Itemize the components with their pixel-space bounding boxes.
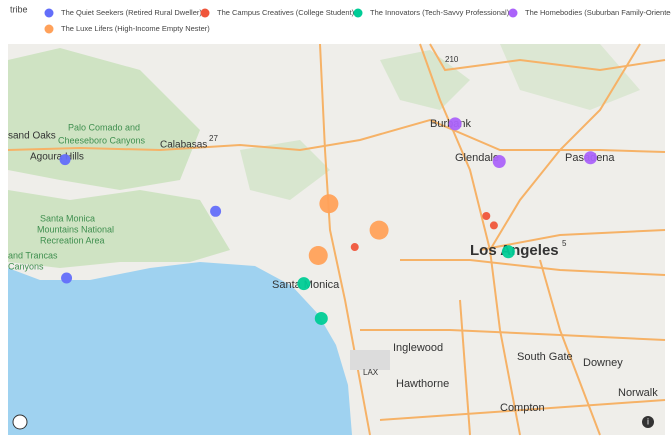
- legend-label: The Campus Creatives (College Student): [217, 8, 355, 17]
- place-label: 5: [562, 239, 567, 248]
- place-label: sand Oaks: [8, 131, 56, 142]
- place-label: 210: [445, 55, 459, 64]
- place-label: Santa Monica: [40, 213, 95, 223]
- map-point: [482, 212, 491, 221]
- map-point: [492, 154, 506, 168]
- place-label: Calabasas: [160, 140, 207, 151]
- place-label: 27: [209, 134, 218, 143]
- legend-label: The Quiet Seekers (Retired Rural Dweller…: [61, 8, 202, 17]
- mapbox-logo[interactable]: [12, 414, 28, 430]
- legend-marker: [508, 8, 518, 18]
- map-point: [59, 154, 71, 166]
- info-button[interactable]: [642, 416, 654, 428]
- place-label: Downey: [583, 357, 623, 369]
- map-point: [61, 272, 73, 284]
- map-point: [297, 277, 311, 291]
- legend-title: tribe: [10, 4, 28, 14]
- map-point: [350, 243, 359, 252]
- place-label: South Gate: [517, 351, 573, 363]
- parks: [8, 44, 640, 268]
- map-point: [448, 117, 462, 131]
- map-point: [489, 221, 498, 230]
- legend-marker: [200, 8, 210, 18]
- place-label: Canyons: [8, 261, 44, 271]
- place-label: Agoura Hills: [30, 152, 84, 163]
- legend-marker: [44, 8, 54, 18]
- legend-marker: [44, 24, 54, 34]
- map-point: [314, 311, 328, 325]
- place-label: Compton: [500, 402, 545, 414]
- map-point: [369, 220, 389, 240]
- place-label: Mountains National: [37, 224, 114, 234]
- legend-label: The Luxe Lifers (High-Income Empty Neste…: [61, 24, 210, 33]
- map: [7, 43, 666, 436]
- place-label: Palo Comado and: [68, 122, 140, 132]
- place-label: LAX: [363, 368, 379, 377]
- info-icon: i: [647, 416, 649, 426]
- map-point: [583, 151, 597, 165]
- airport: [350, 350, 390, 370]
- roads: [7, 43, 666, 436]
- map-point: [308, 245, 328, 265]
- place-label: Hawthorne: [396, 378, 449, 390]
- map-point: [210, 205, 222, 217]
- legend-label: The Innovators (Tech-Savvy Professional): [370, 8, 510, 17]
- place-label: Norwalk: [618, 387, 658, 399]
- place-label: Inglewood: [393, 342, 443, 354]
- map-point: [319, 194, 339, 214]
- ocean: [8, 262, 352, 435]
- place-label: Cheeseboro Canyons: [58, 135, 146, 145]
- legend-marker: [353, 8, 363, 18]
- place-label: Recreation Area: [40, 235, 105, 245]
- place-label: Glendale: [455, 152, 499, 164]
- place-label: and Trancas: [8, 250, 58, 260]
- legend-label: The Homebodies (Suburban Family-Oriented…: [525, 8, 671, 17]
- map-point: [501, 245, 515, 259]
